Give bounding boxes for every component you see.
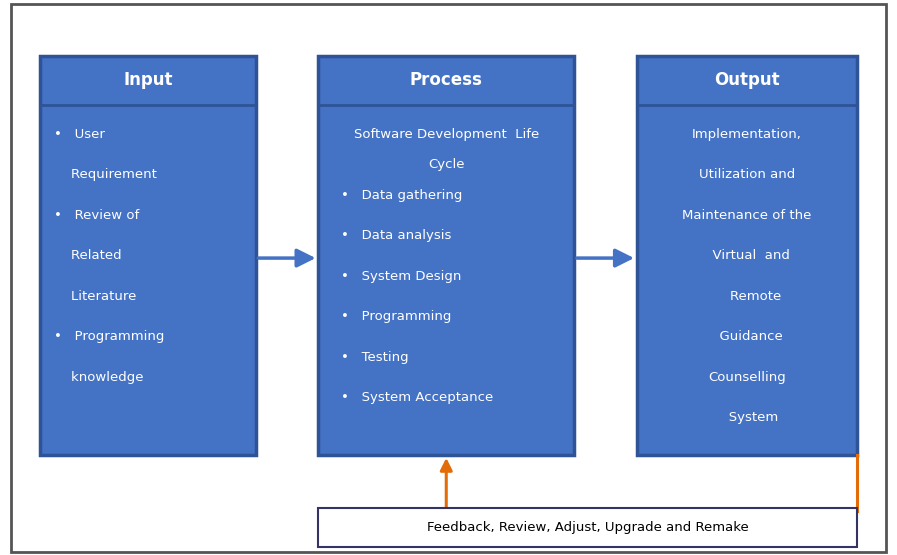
FancyBboxPatch shape: [40, 56, 256, 455]
Text: Utilization and: Utilization and: [699, 168, 795, 181]
Text: Feedback, Review, Adjust, Upgrade and Remake: Feedback, Review, Adjust, Upgrade and Re…: [427, 521, 748, 534]
Text: Requirement: Requirement: [54, 168, 157, 181]
Text: Software Development  Life: Software Development Life: [353, 128, 539, 140]
Text: •   Testing: • Testing: [341, 351, 408, 364]
Text: Input: Input: [123, 72, 173, 89]
Text: •   User: • User: [54, 128, 105, 140]
Text: Counselling: Counselling: [708, 371, 786, 384]
Text: •   Review of: • Review of: [54, 209, 139, 221]
Text: Process: Process: [410, 72, 483, 89]
Text: Output: Output: [714, 72, 779, 89]
Text: •   Data gathering: • Data gathering: [341, 189, 462, 201]
Text: Maintenance of the: Maintenance of the: [682, 209, 812, 221]
Text: knowledge: knowledge: [54, 371, 144, 384]
Text: Implementation,: Implementation,: [692, 128, 802, 140]
FancyBboxPatch shape: [637, 56, 857, 455]
Text: •   Programming: • Programming: [54, 330, 164, 343]
FancyBboxPatch shape: [11, 4, 886, 552]
Text: Guidance: Guidance: [711, 330, 782, 343]
Text: Literature: Literature: [54, 290, 136, 302]
Text: Remote: Remote: [712, 290, 781, 302]
Text: •   System Acceptance: • System Acceptance: [341, 391, 493, 404]
Text: •   Programming: • Programming: [341, 310, 451, 323]
Text: Related: Related: [54, 249, 121, 262]
FancyBboxPatch shape: [318, 56, 574, 455]
Text: Cycle: Cycle: [428, 158, 465, 171]
Text: •   Data analysis: • Data analysis: [341, 229, 451, 242]
Text: •   System Design: • System Design: [341, 270, 461, 282]
Text: Virtual  and: Virtual and: [704, 249, 789, 262]
FancyBboxPatch shape: [318, 508, 857, 547]
Text: System: System: [716, 411, 778, 424]
